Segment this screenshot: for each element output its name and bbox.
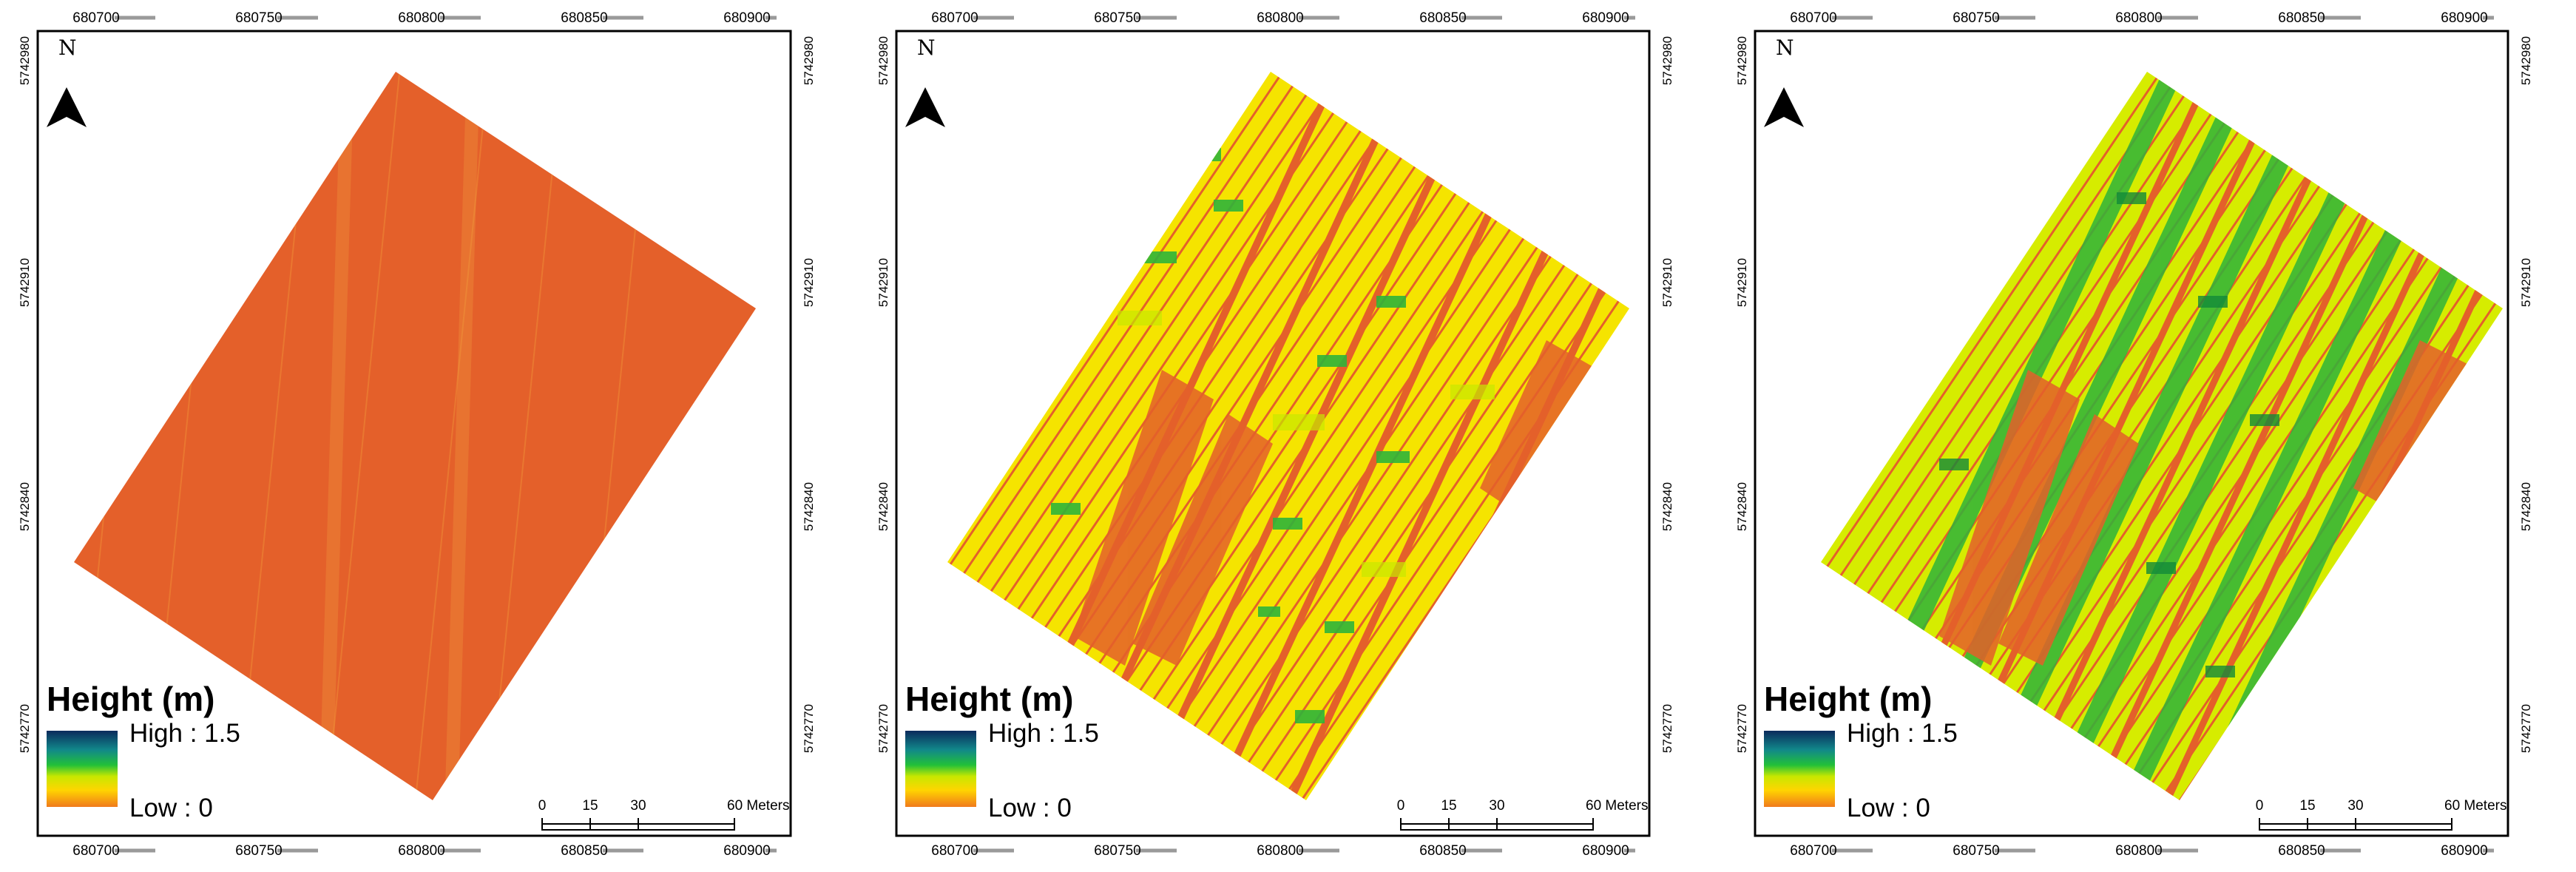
legend-title: Height (m) [47,680,215,718]
y-coord-left: 5742980 [1735,36,1749,86]
y-coord-right: 5742910 [1660,257,1674,308]
x-coord-top: 680700 [931,10,978,26]
neatline-2 [895,30,1651,837]
x-coord-top: 680900 [2441,10,2488,26]
neatline-1 [36,30,792,837]
x-coord-bottom: 680900 [723,843,771,859]
scale-label: 30 [1489,798,1505,814]
x-coord-top: 680750 [235,10,283,26]
y-coord-right: 5742770 [1660,703,1674,754]
x-coord-bottom: 680700 [931,843,978,859]
map-panel-3: 680700 680750 680800 680850 680900 68070… [1717,0,2575,872]
y-coord-right: 5742980 [802,36,816,86]
x-coord-bottom: 680700 [1790,843,1837,859]
y-coord-right: 5742770 [2519,703,2533,754]
y-coord-right: 5742770 [802,703,816,754]
legend-ramp-1 [47,731,118,807]
x-coord-bottom: 680700 [72,843,120,859]
x-coord-top: 680850 [561,10,608,26]
x-coord-top: 680800 [2115,10,2163,26]
x-coord-bottom: 680800 [2115,843,2163,859]
legend-low-label: Low : 0 [1847,794,1930,822]
scale-label: 30 [630,798,646,814]
y-coord-left: 5742770 [18,703,32,754]
scale-label: 0 [1396,798,1405,814]
y-coord-left: 5742770 [1735,703,1749,754]
x-coord-bottom: 680750 [1953,843,2000,859]
scale-label: 15 [1441,798,1457,814]
scale-bar-1 [541,818,735,831]
y-coord-left: 5742980 [876,36,890,86]
map-frame-2 [895,16,1651,853]
scale-label: 60 Meters [2444,798,2507,814]
y-coord-right: 5742980 [2519,36,2533,86]
x-coord-bottom: 680850 [561,843,608,859]
x-coord-bottom: 680900 [1582,843,1629,859]
legend-high-label: High : 1.5 [1847,719,1958,748]
legend-title: Height (m) [905,680,1074,718]
scale-label: 15 [582,798,598,814]
scale-label: 60 Meters [727,798,790,814]
y-coord-right: 5742910 [2519,257,2533,308]
y-coord-right: 5742910 [802,257,816,308]
x-coord-top: 680900 [723,10,771,26]
x-coord-bottom: 680750 [1094,843,1141,859]
height-raster-2 [947,72,1629,800]
y-coord-left: 5742770 [876,703,890,754]
y-coord-right: 5742840 [1660,481,1674,532]
scale-label: 0 [538,798,547,814]
legend-high-label: High : 1.5 [988,719,1099,748]
y-coord-left: 5742910 [18,257,32,308]
scale-bar-2 [1400,818,1594,831]
x-coord-bottom: 680800 [1257,843,1304,859]
scale-bar-3 [2259,818,2452,831]
scale-label: 60 Meters [1586,798,1649,814]
y-coord-left: 5742840 [18,481,32,532]
y-coord-right: 5742840 [2519,481,2533,532]
y-coord-left: 5742840 [876,481,890,532]
legend-high-label: High : 1.5 [129,719,240,748]
x-coord-top: 680900 [1582,10,1629,26]
north-arrow-icon [1764,87,1804,127]
y-coord-left: 5742840 [1735,481,1749,532]
legend-low-label: Low : 0 [988,794,1072,822]
x-coord-bottom: 680850 [1419,843,1467,859]
y-coord-right: 5742840 [802,481,816,532]
neatline-3 [1754,30,2509,837]
north-label: N [1776,36,1794,60]
north-label: N [917,36,936,60]
map-panel-1: 680700 680750 680800 680850 680900 68070… [0,0,858,872]
x-coord-top: 680800 [398,10,445,26]
y-coord-right: 5742980 [1660,36,1674,86]
legend-ramp-2 [905,731,976,807]
y-coord-left: 5742980 [18,36,32,86]
x-coord-top: 680850 [1419,10,1467,26]
north-arrow-icon [47,87,87,127]
x-coord-bottom: 680800 [398,843,445,859]
y-coord-left: 5742910 [876,257,890,308]
x-coord-bottom: 680750 [235,843,283,859]
x-coord-top: 680750 [1094,10,1141,26]
legend-title: Height (m) [1764,680,1933,718]
map-frame-3 [1754,16,2509,853]
height-raster-1 [74,72,756,800]
scale-label: 0 [2255,798,2264,814]
x-coord-top: 680750 [1953,10,2000,26]
map-frame-1 [36,16,792,853]
north-label: N [58,36,77,60]
x-coord-bottom: 680850 [2278,843,2325,859]
legend-ramp-3 [1764,731,1835,807]
scale-label: 30 [2347,798,2364,814]
legend-low-label: Low : 0 [129,794,213,822]
height-raster-3 [1821,72,2503,800]
map-panel-2: 680700 680750 680800 680850 680900 68070… [859,0,1717,872]
x-coord-top: 680800 [1257,10,1304,26]
scale-label: 15 [2299,798,2316,814]
x-coord-top: 680700 [1790,10,1837,26]
x-coord-bottom: 680900 [2441,843,2488,859]
x-coord-top: 680700 [72,10,120,26]
north-arrow-icon [905,87,945,127]
y-coord-left: 5742910 [1735,257,1749,308]
x-coord-top: 680850 [2278,10,2325,26]
